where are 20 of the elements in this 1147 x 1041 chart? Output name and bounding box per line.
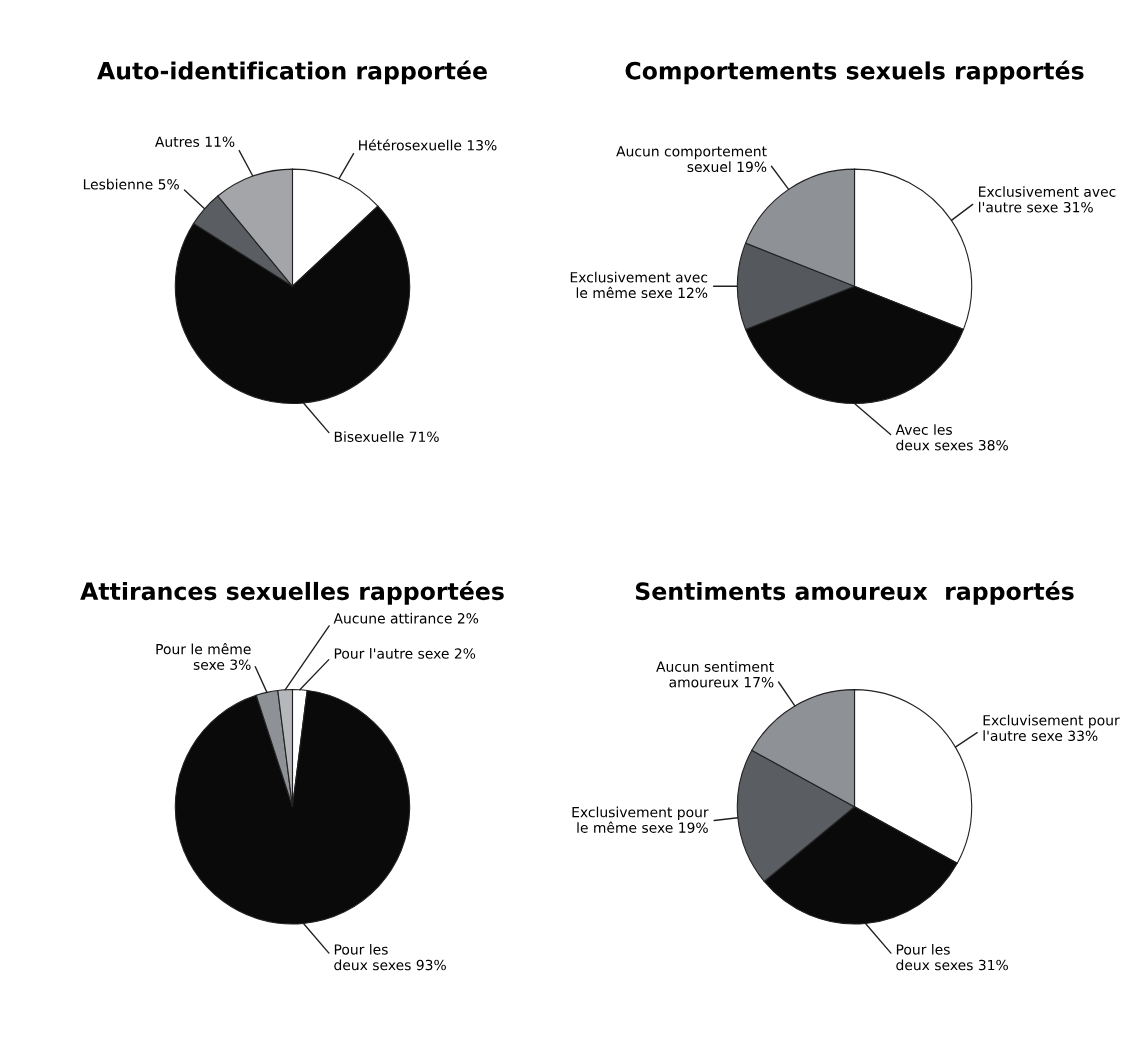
slice-label: Lesbienne 5%: [83, 178, 179, 190]
chart-title: Sentiments amoureux rapportés: [635, 580, 1074, 605]
slice-label: Hétérosexuelle 13%: [359, 139, 497, 151]
slice-label: Aucun comportement sexuel 19%: [616, 146, 767, 173]
slice-label: Excluvisement pour l'autre sexe 33%: [983, 714, 1120, 742]
slice-label: Pour les deux sexes 93%: [334, 943, 446, 971]
slice-label: Aucune attirance 2%: [333, 612, 479, 624]
slice-label: Bisexuelle 71%: [334, 431, 439, 442]
slice-label: Exclusivement avec l'autre sexe 31%: [979, 186, 1116, 213]
slice-label: Pour l'autre sexe 2%: [334, 648, 476, 659]
chart-title: Auto-identification rapportée: [97, 60, 487, 85]
slice-label: Autres 11%: [155, 136, 235, 147]
slice-label: Pour le même sexe 3%: [156, 643, 251, 670]
slice-label: Exclusivement pour le même sexe 19%: [572, 806, 709, 833]
slice-label: Pour les deux sexes 31%: [896, 943, 1008, 971]
chart-title: Comportements sexuels rapportés: [625, 60, 1084, 85]
slice-label: Avec les deux sexes 38%: [895, 424, 1008, 451]
chart-title: Attirances sexuelles rapportées: [80, 580, 504, 605]
slice-label: Exclusivement avec le même sexe 12%: [570, 271, 708, 299]
slice-label: Aucun sentiment amoureux 17%: [656, 661, 774, 688]
